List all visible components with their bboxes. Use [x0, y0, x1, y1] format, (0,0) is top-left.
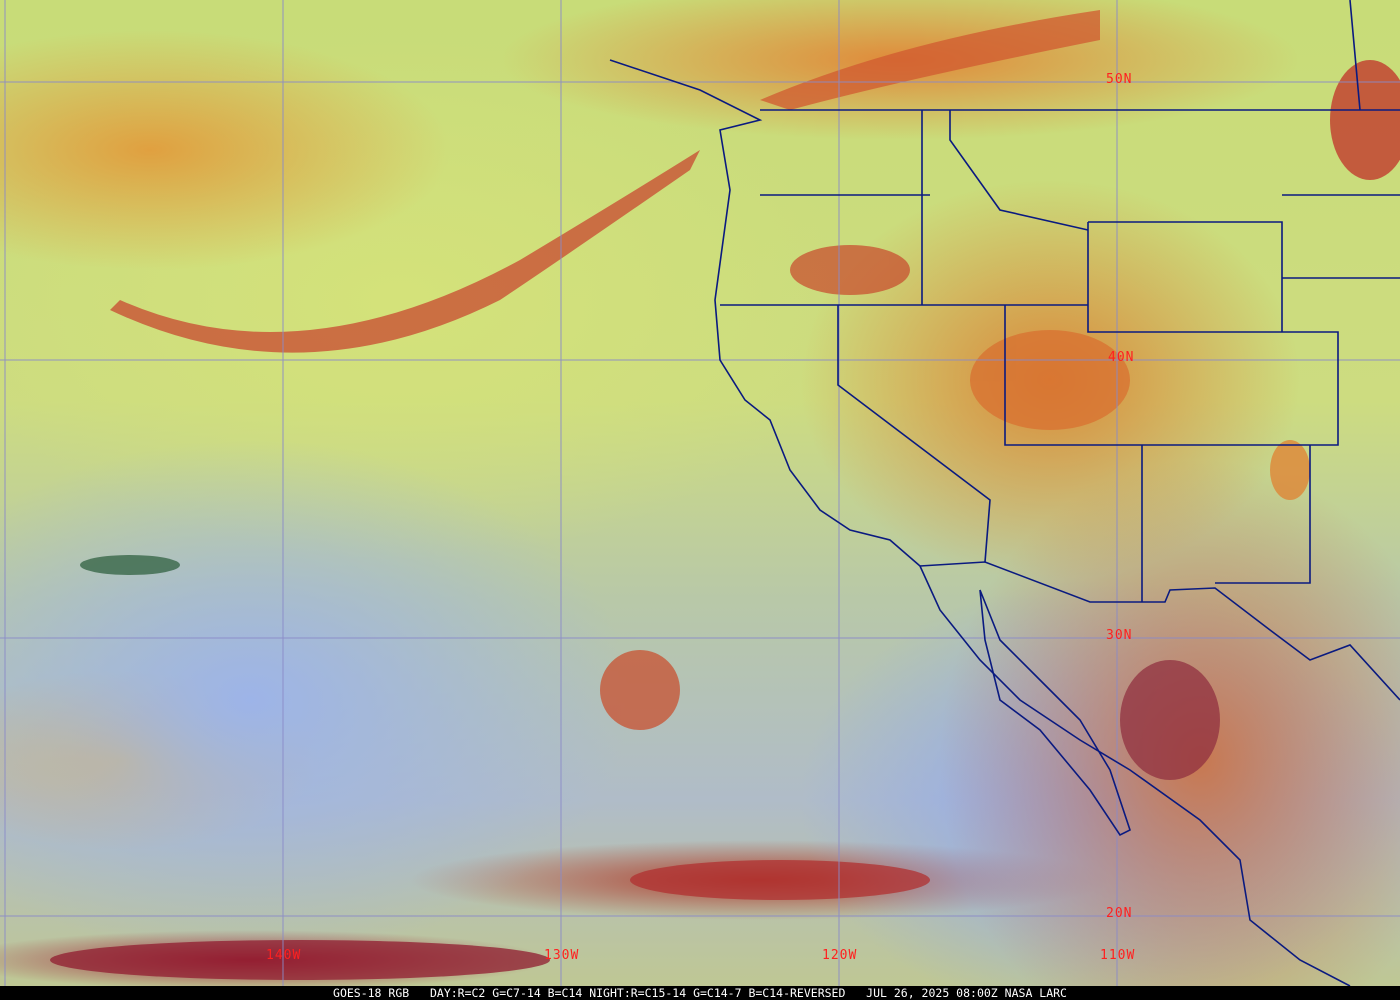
caption-credit: NASA LARC	[1004, 986, 1067, 1000]
cloud-band	[110, 150, 700, 353]
cloud-cell	[1120, 660, 1220, 780]
lat-label-20n: 20N	[1106, 906, 1133, 921]
cloud-cell	[970, 330, 1130, 430]
cloud-cell	[1330, 60, 1400, 180]
coastline	[609, 59, 1351, 986]
cloud-cell	[790, 245, 910, 295]
cloud-band	[760, 10, 1100, 110]
political-boundaries	[609, 0, 1400, 986]
baja-coast	[979, 589, 1131, 837]
caption-datetime: JUL 26, 2025 08:00Z	[866, 986, 998, 1000]
lat-label-50n: 50N	[1106, 72, 1133, 87]
cloud-cell	[1270, 440, 1310, 500]
cloud-cell	[600, 650, 680, 730]
cloud-cell	[80, 555, 180, 575]
lat-label-30n: 30N	[1106, 628, 1133, 643]
caption-product: GOES-18 RGB	[333, 986, 410, 1000]
lon-label-110w: 110W	[1100, 948, 1136, 963]
caption-recipe: DAY:R=C2 G=C7-14 B=C14 NIGHT:R=C15-14 G=…	[429, 986, 846, 1000]
state-lines	[720, 0, 1400, 602]
lon-label-120w: 120W	[822, 948, 858, 963]
cloud-cell	[630, 860, 930, 900]
cloud-cell	[50, 940, 550, 980]
image-caption: GOES-18 RGB DAY:R=C2 G=C7-14 B=C14 NIGHT…	[0, 986, 1400, 1000]
lat-label-40n: 40N	[1108, 350, 1135, 365]
lon-label-130w: 130W	[544, 948, 580, 963]
us-mexico-border	[919, 561, 1400, 701]
lon-label-140w: 140W	[266, 948, 302, 963]
